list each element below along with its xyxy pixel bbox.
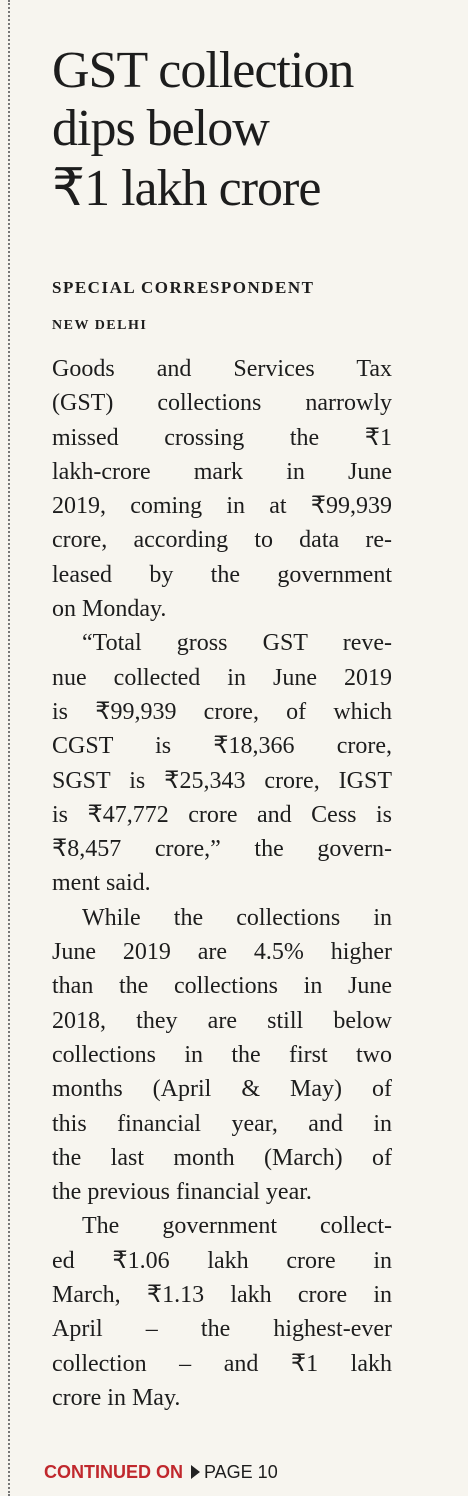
dateline: NEW DELHI	[52, 318, 148, 333]
text-line: (GST) collections narrowly	[52, 390, 392, 417]
text-line: the last month (March) of	[52, 1144, 392, 1171]
text-line: lakh-crore mark in June	[52, 458, 392, 485]
text-line: ₹8,457 crore,” the govern-	[52, 836, 392, 863]
text-line: While the collections in	[82, 904, 392, 931]
text-line: leased by the government	[52, 561, 392, 588]
text-line: months (April & May) of	[52, 1076, 392, 1103]
text-line: ment said.	[52, 870, 151, 897]
text-line: April – the highest-ever	[52, 1316, 392, 1343]
text-line: crore in May.	[52, 1384, 181, 1411]
text-line: March, ₹1.13 lakh crore in	[52, 1282, 392, 1309]
text-line: CGST is ₹18,366 crore,	[52, 733, 392, 760]
text-line: is ₹47,772 crore and Cess is	[52, 801, 392, 828]
text-line: the previous financial year.	[52, 1179, 312, 1206]
text-line: on Monday.	[52, 596, 167, 623]
text-line: Goods and Services Tax	[52, 356, 392, 382]
headline: GST collection	[52, 42, 354, 99]
page-ref: PAGE 10	[204, 1462, 278, 1482]
column-rule	[8, 0, 10, 1496]
text-line: 2019, coming in at ₹99,939	[52, 493, 392, 520]
continuation: CONTINUED ON PAGE 10	[44, 1462, 278, 1483]
headline: ₹1 lakh crore	[52, 160, 321, 217]
text-line: is ₹99,939 crore, of which	[52, 698, 392, 725]
text-line: SGST is ₹25,343 crore, IGST	[52, 767, 392, 794]
text-line: collection – and ₹1 lakh	[52, 1350, 392, 1377]
text-line: crore, according to data re-	[52, 527, 392, 554]
text-line: 2018, they are still below	[52, 1007, 392, 1034]
text-line: The government collect-	[82, 1213, 392, 1240]
text-line: ed ₹1.06 lakh crore in	[52, 1247, 392, 1274]
continued-label: CONTINUED ON	[44, 1462, 183, 1482]
text-line: June 2019 are 4.5% higher	[52, 939, 392, 966]
text-line: than the collections in June	[52, 973, 392, 1000]
article-body: Goods and Services Tax (GST) collections …	[52, 352, 392, 1415]
text-line: nue collected in June 2019	[52, 664, 392, 691]
headline: dips below	[52, 100, 270, 157]
byline: SPECIAL CORRESPONDENT	[52, 278, 315, 297]
text-line: missed crossing the ₹1	[52, 424, 392, 451]
text-line: collections in the first two	[52, 1041, 392, 1068]
text-line: “Total gross GST reve-	[82, 630, 392, 657]
text-line: this financial year, and in	[52, 1110, 392, 1137]
arrow	[191, 1465, 200, 1479]
